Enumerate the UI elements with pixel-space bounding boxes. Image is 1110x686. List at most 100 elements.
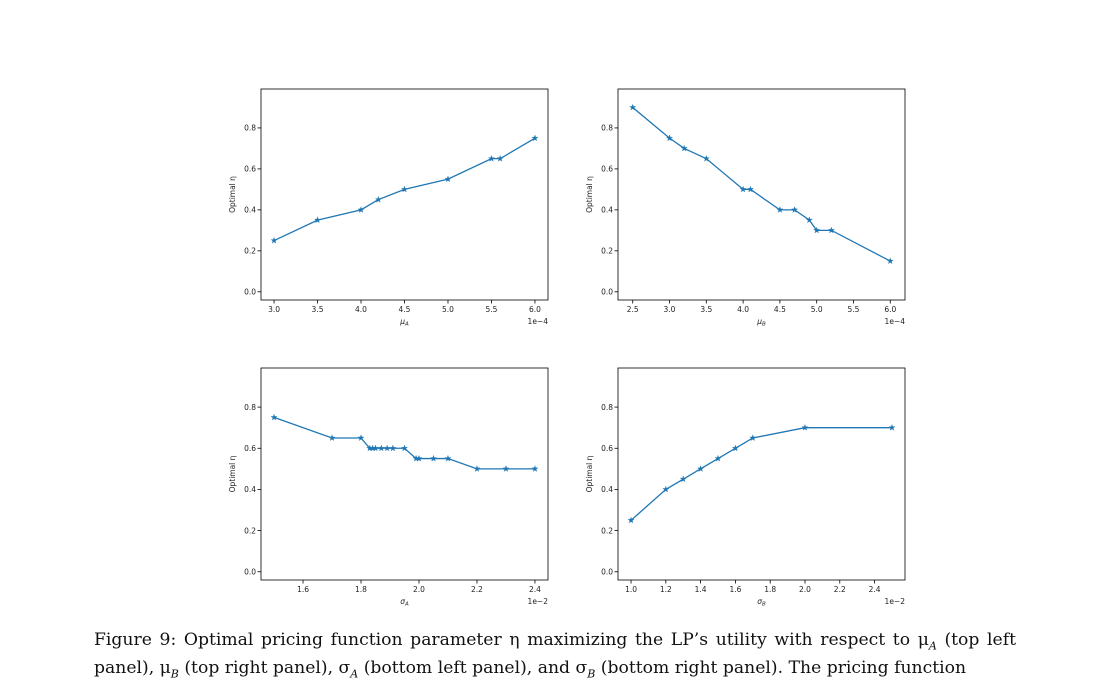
- series-line: [273, 416, 535, 470]
- data-point-star: [374, 195, 382, 203]
- axis-offset-text: 1e−4: [528, 317, 549, 326]
- y-axis-label: Optimal η: [585, 176, 594, 213]
- data-point-star: [629, 103, 637, 111]
- data-point-star: [714, 454, 722, 462]
- data-point-star: [627, 516, 635, 524]
- data-point-star: [502, 465, 510, 472]
- data-point-star: [357, 434, 365, 441]
- chart-panel-bottom-right: 1.0 1.2 1.4 1.6 1.8 2.0 2.2 2.4 0.0 0.2 0.4 0.6 0.8 σ…: [585, 367, 906, 608]
- x-tick-label: 2.0: [413, 585, 425, 594]
- y-tick-label: 0.2: [244, 247, 256, 256]
- y-tick-label: 0.0: [244, 288, 256, 297]
- chart-panel-top-left: 3.0 3.5 4.0 4.5 5.0 5.5 6.0 0.0 0.2 0.4 0.6 0.8 μA Op…: [228, 88, 549, 328]
- data-point-star: [791, 206, 799, 213]
- data-point-star: [389, 444, 397, 452]
- y-tick-label: 0.0: [601, 567, 613, 576]
- y-tick-label: 0.6: [601, 165, 613, 174]
- y-tick-label: 0.2: [601, 247, 613, 256]
- data-point-star: [697, 465, 705, 472]
- data-point-star: [430, 454, 437, 462]
- y-tick-label: 0.8: [601, 124, 613, 133]
- x-tick-label: 3.5: [312, 305, 324, 314]
- caption-line1-sub: A: [928, 639, 937, 653]
- axis-offset-text: 1e−2: [885, 597, 906, 606]
- data-point-star: [383, 444, 391, 452]
- x-tick-label: 6.0: [884, 305, 896, 314]
- data-point-star: [805, 216, 813, 224]
- y-tick-label: 0.6: [244, 165, 256, 174]
- x-tick-label: 2.0: [799, 585, 811, 594]
- chart-panel-top-right: 2.5 3.0 3.5 4.0 4.5 5.0 5.5 6.0 0.0 0.2 0.4 0.6 0.8 μ…: [585, 88, 906, 328]
- y-tick-label: 0.0: [601, 288, 613, 297]
- data-point-star: [731, 444, 739, 452]
- data-point-star: [739, 185, 747, 193]
- plot-frame: [260, 367, 549, 581]
- data-point-star: [444, 454, 452, 462]
- x-tick-label: 3.0: [268, 305, 280, 314]
- x-tick-label: 6.0: [529, 305, 541, 314]
- data-point-star: [813, 226, 821, 234]
- data-point-star: [488, 154, 495, 162]
- y-tick-label: 0.0: [244, 567, 256, 576]
- x-tick-label: 1.8: [764, 585, 776, 594]
- data-point-star: [415, 454, 423, 462]
- data-point-star: [679, 475, 687, 483]
- data-point-star: [531, 134, 539, 142]
- data-point-star: [886, 257, 894, 265]
- x-tick-label: 1.6: [729, 585, 741, 594]
- x-tick-label: 5.5: [486, 305, 498, 314]
- x-tick-label: 3.5: [700, 305, 712, 314]
- x-tick-label: 1.8: [355, 585, 367, 594]
- x-tick-label: 1.0: [625, 585, 637, 594]
- data-point-star: [444, 175, 452, 183]
- x-tick-label: 3.0: [664, 305, 676, 314]
- y-tick-label: 0.2: [601, 526, 613, 535]
- x-tick-label: 2.2: [834, 585, 846, 594]
- caption-line1-tail: (top left: [936, 630, 1016, 650]
- caption-line1: Figure 9: Optimal pricing function param…: [94, 630, 929, 650]
- x-tick-label: 2.4: [869, 585, 881, 594]
- data-point-star: [746, 185, 754, 193]
- series-line: [632, 106, 891, 262]
- x-tick-label: 4.0: [355, 305, 367, 314]
- x-tick-label: 1.4: [695, 585, 707, 594]
- caption-line2-mid: (top right panel), σ: [178, 658, 351, 679]
- x-tick-label: 1.6: [297, 585, 309, 594]
- y-tick-label: 0.6: [601, 444, 613, 453]
- y-tick-label: 0.8: [244, 124, 256, 133]
- data-point-star: [662, 485, 670, 493]
- y-tick-label: 0.8: [244, 403, 256, 412]
- x-tick-label: 2.4: [529, 585, 541, 594]
- plot-frame: [617, 88, 906, 301]
- data-point-star: [377, 444, 385, 452]
- plot-frame: [260, 88, 549, 301]
- y-tick-label: 0.8: [601, 403, 613, 412]
- x-tick-label: 1.2: [660, 585, 672, 594]
- x-axis-label: μA: [399, 317, 409, 328]
- figure-canvas: 3.0 3.5 4.0 4.5 5.0 5.5 6.0 0.0 0.2 0.4 0.6 0.8 μA Op…: [228, 88, 906, 608]
- y-axis-label: Optimal η: [228, 455, 237, 492]
- y-tick-label: 0.4: [244, 206, 256, 215]
- data-point-star: [666, 134, 673, 142]
- data-point-star: [827, 226, 835, 234]
- y-tick-label: 0.4: [601, 206, 613, 215]
- caption-line2-tail: (bottom right panel). The pricing functi…: [595, 658, 967, 679]
- x-tick-label: 4.5: [774, 305, 786, 314]
- data-point-star: [314, 216, 321, 224]
- chart-panel-bottom-left: 1.6 1.8 2.0 2.2 2.4 0.0 0.2 0.4 0.6 0.8 σA Optimal …: [228, 367, 549, 608]
- x-tick-label: 2.5: [627, 305, 639, 314]
- data-point-star: [401, 185, 408, 193]
- x-axis-label: σA: [400, 597, 409, 608]
- axis-offset-text: 1e−2: [528, 597, 549, 606]
- data-point-star: [270, 413, 278, 421]
- x-tick-label: 2.2: [471, 585, 483, 594]
- y-axis-label: Optimal η: [228, 176, 237, 213]
- x-tick-label: 5.5: [848, 305, 860, 314]
- data-point-star: [357, 206, 365, 213]
- caption-line2-mid2: (bottom left panel), and σ: [358, 658, 588, 679]
- y-tick-label: 0.4: [601, 485, 613, 494]
- data-point-star: [702, 155, 710, 162]
- x-tick-label: 4.5: [399, 305, 411, 314]
- y-axis-label: Optimal η: [585, 455, 594, 492]
- data-point-star: [473, 465, 481, 472]
